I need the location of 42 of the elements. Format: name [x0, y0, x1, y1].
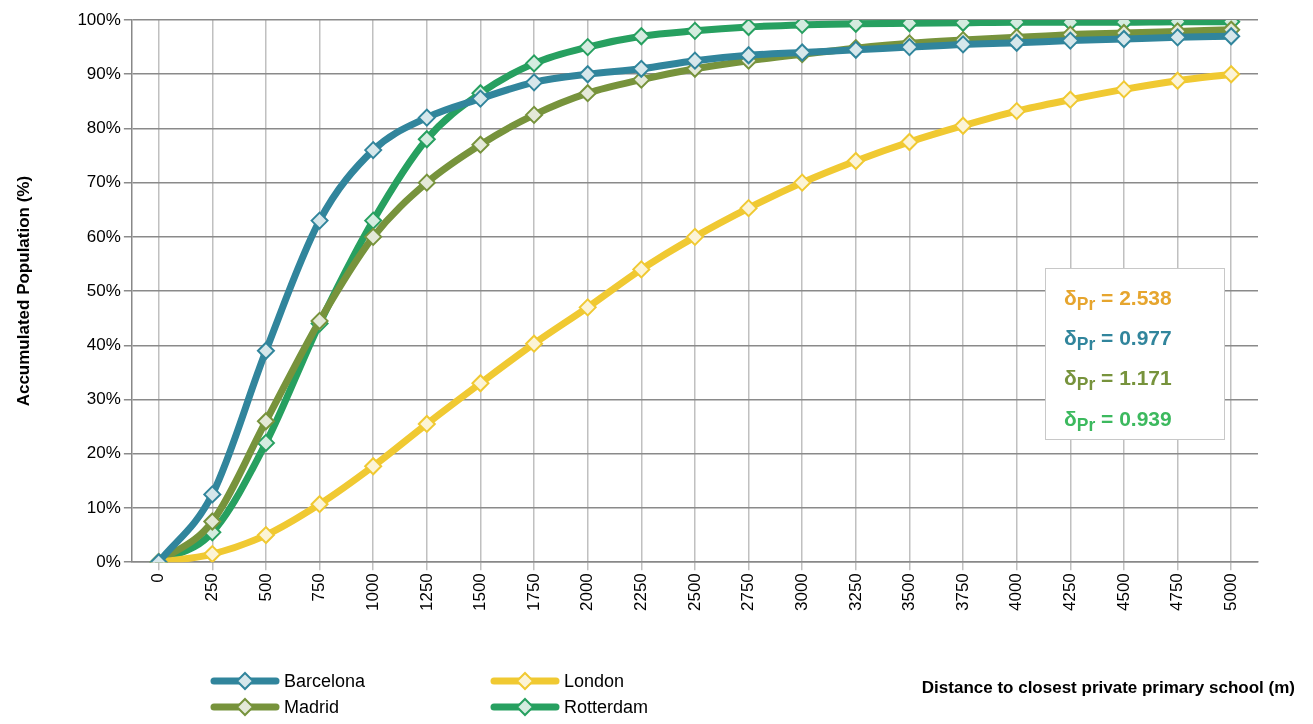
y-tick-label: 80%: [86, 118, 121, 138]
x-tick-label: 2250: [631, 573, 650, 612]
y-tick-label: 10%: [86, 497, 121, 517]
x-tick-label: 3500: [899, 573, 919, 612]
x-tick-label: 5000: [1220, 573, 1240, 612]
y-tick-label: 0%: [96, 551, 121, 571]
x-tick-label: 0: [148, 573, 168, 583]
x-tick-label: 2000: [577, 573, 597, 612]
x-tick-label: 4500: [1113, 573, 1133, 612]
x-tick-label: 2750: [738, 573, 758, 612]
x-tick-label: 4250: [1060, 573, 1079, 612]
y-axis-title: Accumulated Population (%): [13, 175, 33, 407]
y-tick-label: 90%: [86, 63, 121, 83]
x-tick-label: 250: [202, 573, 221, 602]
y-tick-label: 30%: [86, 389, 121, 409]
x-axis-title: Distance to closest private primary school (m): [921, 678, 1295, 698]
x-tick-label: 3750: [952, 573, 972, 612]
x-tick-label: 4750: [1167, 573, 1187, 612]
y-tick-label: 70%: [86, 172, 121, 192]
annotation: δ$_{Pr}$ = 1.171: [1064, 365, 1173, 397]
x-tick-label: 3250: [845, 573, 865, 612]
legend-label: Rotterdam: [564, 696, 649, 718]
x-tick-label: 2500: [684, 573, 704, 612]
y-tick-label: 100%: [77, 9, 121, 29]
y-tick-label: 60%: [86, 226, 121, 246]
x-tick-label: 1250: [416, 573, 436, 612]
legend-label: Madrid: [284, 696, 340, 718]
x-tick-label: 500: [255, 573, 275, 602]
annotation: δ$_{Pr}$ = 2.538: [1064, 285, 1173, 317]
annotation: δ$_{Pr}$ = 0.939: [1064, 405, 1173, 437]
legend-label: London: [564, 670, 625, 692]
legend-label: Barcelona: [284, 670, 366, 692]
x-tick-label: 1000: [362, 573, 382, 612]
x-tick-label: 4000: [1006, 573, 1026, 612]
y-tick-label: 50%: [86, 280, 121, 300]
x-tick-label: 1500: [470, 573, 490, 612]
annotation: δ$_{Pr}$ = 0.977: [1064, 325, 1173, 357]
x-tick-label: 1750: [523, 573, 543, 612]
x-tick-label: 750: [309, 573, 329, 602]
y-tick-label: 20%: [86, 443, 121, 463]
x-tick-label: 3000: [791, 573, 811, 612]
y-tick-label: 40%: [86, 335, 121, 354]
